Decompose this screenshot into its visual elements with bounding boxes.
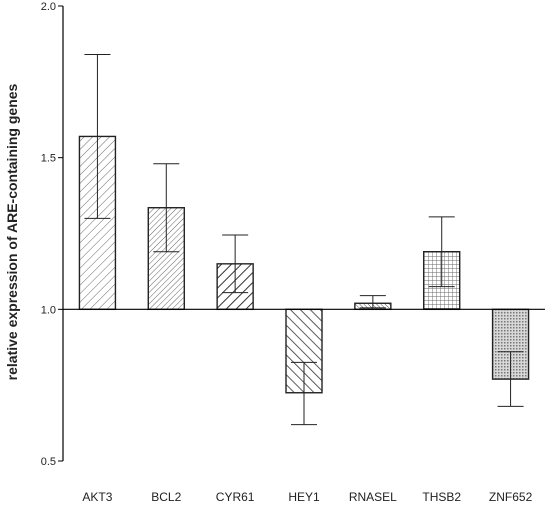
y-tick-label: 0.5 [41, 456, 56, 468]
y-tick-label: 1.5 [41, 153, 56, 165]
y-axis-label: relative expression of ARE-containing ge… [4, 83, 20, 380]
category-label: THSB2 [422, 490, 461, 504]
y-tick-label: 1.0 [41, 304, 56, 316]
category-label: CYR61 [216, 490, 255, 504]
category-label: HEY1 [288, 490, 320, 504]
error-bars [84, 54, 524, 426]
y-tick-label: 2.0 [41, 1, 56, 13]
category-label: AKT3 [82, 490, 112, 504]
category-label: ZNF652 [489, 490, 533, 504]
y-axis-ticks: 0.5 1.0 1.5 2.0 [41, 1, 63, 468]
category-labels: AKT3 BCL2 CYR61 HEY1 RNASEL THSB2 ZNF652 [82, 490, 532, 504]
bars [78, 135, 530, 394]
category-label: BCL2 [151, 490, 181, 504]
category-label: RNASEL [349, 490, 397, 504]
